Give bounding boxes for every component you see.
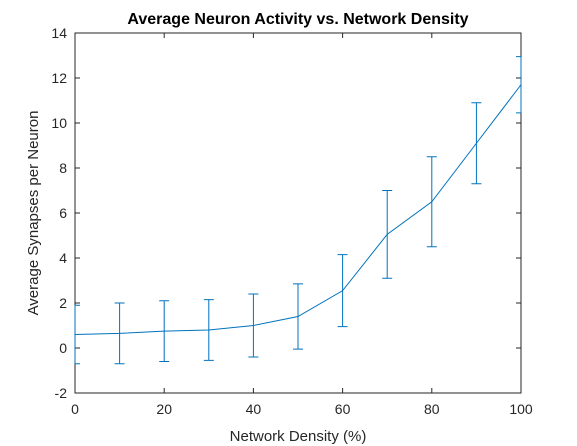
x-tick-label: 20: [156, 401, 172, 417]
chart-title: Average Neuron Activity vs. Network Dens…: [127, 11, 468, 28]
y-tick-label: 6: [59, 205, 67, 221]
x-tick-label: 0: [71, 401, 79, 417]
y-axis-label: Average Synapses per Neuron: [25, 111, 42, 316]
y-tick-label: 4: [59, 250, 67, 266]
x-tick-label: 80: [424, 401, 440, 417]
x-tick-label: 100: [509, 401, 533, 417]
y-tick-label: 12: [51, 70, 67, 86]
y-tick-label: 10: [51, 115, 67, 131]
x-tick-label: 60: [335, 401, 351, 417]
y-tick-label: -2: [55, 385, 68, 401]
y-tick-label: 8: [59, 160, 67, 176]
x-tick-label: 40: [246, 401, 262, 417]
y-tick-label: 0: [59, 340, 67, 356]
y-tick-label: 2: [59, 295, 67, 311]
x-axis-label: Network Density (%): [230, 428, 367, 445]
y-tick-label: 14: [51, 25, 67, 41]
